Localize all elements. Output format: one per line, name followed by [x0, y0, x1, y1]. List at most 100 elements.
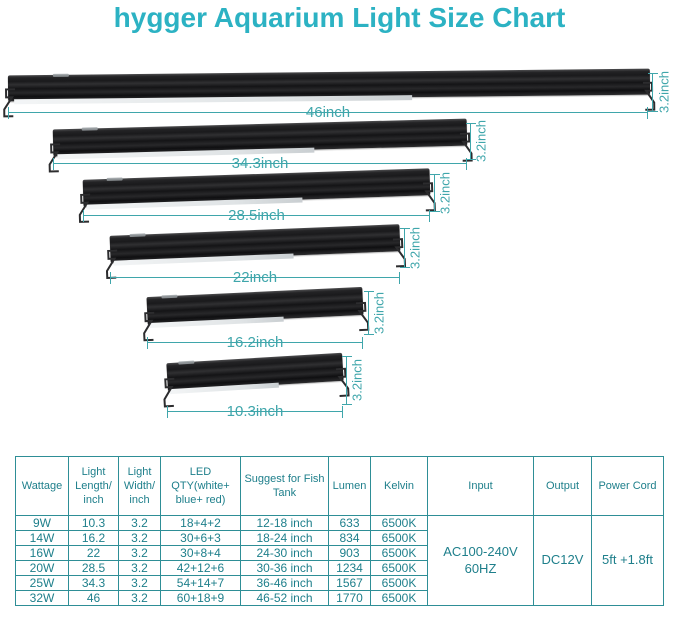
- table-cell: 633: [328, 515, 371, 531]
- header-output: Output: [533, 456, 592, 516]
- spec-table-body: 9W 10.3 3.2 18+4+2 12-18 inch 633 6500K AC100-2…: [15, 515, 664, 606]
- table-cell: 25W: [15, 575, 69, 591]
- mount-bracket-icon: [641, 81, 656, 111]
- table-cell: 18+4+2: [160, 515, 241, 531]
- light-bar: [162, 352, 350, 408]
- length-dimension-line: 22inch: [110, 269, 400, 286]
- table-cell: 3.2: [118, 515, 161, 531]
- table-cell: 3.2: [118, 530, 161, 546]
- table-cell: 32W: [15, 590, 69, 606]
- header-length: Light Length/ inch: [68, 456, 119, 516]
- table-cell: 6500K: [370, 560, 428, 576]
- light-bar: [3, 68, 656, 118]
- table-cell: 9W: [15, 515, 69, 531]
- table-cell: 46-52 inch: [240, 590, 329, 606]
- table-cell: 1770: [328, 590, 371, 606]
- table-cell: 12-18 inch: [240, 515, 329, 531]
- lens-strip: [149, 316, 284, 328]
- mount-bracket-icon: [142, 311, 157, 342]
- spec-table: Wattage Light Length/ inch Light Width/ …: [15, 456, 664, 606]
- table-cell: 10.3: [68, 515, 119, 531]
- width-dimension-line: [466, 123, 476, 160]
- mount-bracket-icon: [105, 249, 120, 279]
- table-cell: 3.2: [118, 590, 161, 606]
- width-label: 3.2inch: [656, 71, 672, 113]
- table-cell: 16.2: [68, 530, 119, 546]
- width-dimension-line: [400, 228, 410, 268]
- table-cell: 6500K: [370, 515, 428, 531]
- length-dimension-line: 10.3inch: [167, 403, 343, 420]
- table-cell: 46: [68, 590, 119, 606]
- table-cell: 3.2: [118, 575, 161, 591]
- logo-chip: [106, 177, 123, 181]
- table-cell: 30+6+3: [160, 530, 241, 546]
- logo-chip: [52, 73, 69, 77]
- lens-strip: [113, 253, 294, 266]
- table-row: 25W 34.3 3.2 54+14+7 36-46 inch 1567 6500K: [15, 575, 664, 591]
- lens-strip: [14, 95, 413, 105]
- table-row: 20W 28.5 3.2 42+12+6 30-36 inch 1234 6500K: [15, 560, 664, 576]
- logo-chip: [178, 360, 195, 365]
- width-dimension-line: [342, 356, 352, 405]
- header-wattage: Wattage: [15, 456, 69, 516]
- header-fish-tank: Suggest for Fish Tank: [240, 456, 329, 516]
- table-row: 32W 46 3.2 60+18+9 46-52 inch 1770 6500K: [15, 590, 664, 606]
- lens-strip: [169, 382, 279, 395]
- mount-bracket-icon: [48, 143, 62, 173]
- table-cell: 3.2: [118, 560, 161, 576]
- merged-cell-output: DC12V: [533, 515, 592, 606]
- table-cell: 6500K: [370, 575, 428, 591]
- mount-bracket-icon: [391, 238, 407, 268]
- table-cell: 1234: [328, 560, 371, 576]
- table-cell: 16W: [15, 545, 69, 561]
- width-dimension-line: [648, 73, 658, 112]
- table-cell: 18-24 inch: [240, 530, 329, 546]
- width-label: 3.2inch: [407, 227, 423, 269]
- merged-cell-input: AC100-240V 60HZ: [427, 515, 534, 606]
- light-bar: [105, 224, 407, 279]
- table-cell: 3.2: [118, 545, 161, 561]
- width-label: 3.2inch: [437, 172, 453, 214]
- logo-chip: [129, 233, 146, 238]
- table-cell: 54+14+7: [160, 575, 241, 591]
- width-dimension-line: [364, 291, 374, 335]
- light-bar: [78, 168, 436, 223]
- header-width: Light Width/ inch: [118, 456, 161, 516]
- mount-bracket-icon: [78, 193, 93, 223]
- length-dimension-line: 34.3inch: [53, 155, 467, 172]
- mount-bracket-icon: [3, 88, 17, 118]
- light-bar: [142, 286, 370, 342]
- header-power-cord: Power Cord: [591, 456, 664, 516]
- table-cell: 30+8+4: [160, 545, 241, 561]
- header-lumen: Lumen: [328, 456, 371, 516]
- merged-cell-power-cord: 5ft +1.8ft: [591, 515, 664, 606]
- logo-chip: [161, 294, 178, 299]
- length-dimension-line: 28.5inch: [83, 207, 430, 224]
- table-row: 9W 10.3 3.2 18+4+2 12-18 inch 633 6500K AC100-2…: [15, 515, 664, 606]
- page-title: hygger Aquarium Light Size Chart: [113, 2, 566, 33]
- table-cell: 20W: [15, 560, 69, 576]
- table-cell: 834: [328, 530, 371, 546]
- table-cell: 34.3: [68, 575, 119, 591]
- table-cell: 6500K: [370, 590, 428, 606]
- table-cell: 22: [68, 545, 119, 561]
- table-cell: 28.5: [68, 560, 119, 576]
- mount-bracket-icon: [421, 182, 436, 212]
- width-label: 3.2inch: [371, 292, 387, 334]
- width-dimension-line: [430, 174, 440, 212]
- mount-bracket-icon: [162, 377, 177, 408]
- table-header-row: Wattage Light Length/ inch Light Width/ …: [15, 456, 664, 516]
- table-cell: 1567: [328, 575, 371, 591]
- light-bar: [48, 118, 473, 173]
- header-led-qty: LED QTY(white+ blue+ red): [160, 456, 241, 516]
- table-cell: 6500K: [370, 545, 428, 561]
- length-dimension-line: 16.2inch: [147, 334, 363, 351]
- width-label: 3.2inch: [349, 359, 365, 401]
- table-cell: 60+18+9: [160, 590, 241, 606]
- logo-chip: [81, 127, 98, 131]
- header-kelvin: Kelvin: [370, 456, 428, 516]
- header-input: Input: [427, 456, 534, 516]
- table-cell: 6500K: [370, 530, 428, 546]
- table-cell: 42+12+6: [160, 560, 241, 576]
